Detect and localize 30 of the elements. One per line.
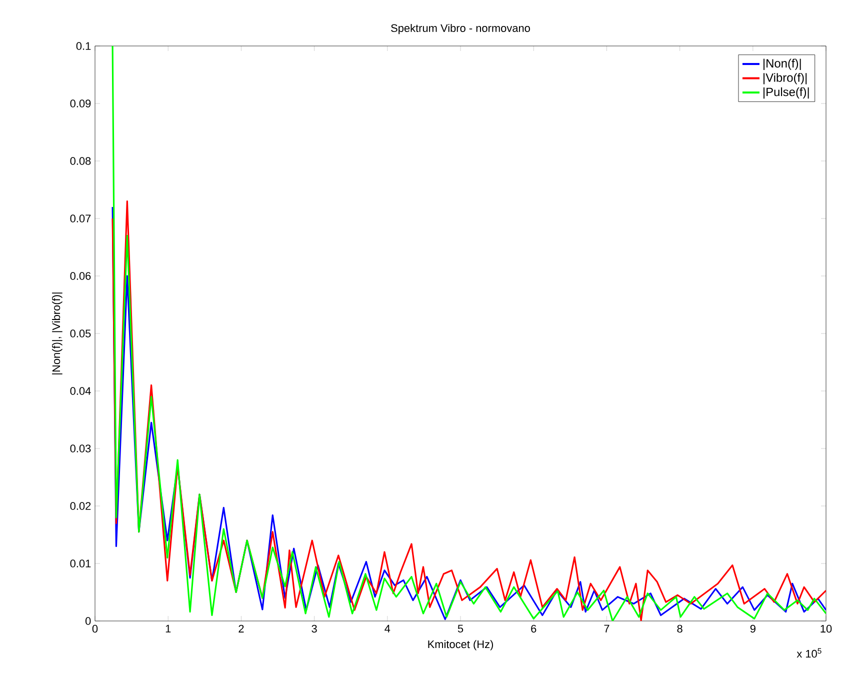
y-tick-label: 0.04 bbox=[70, 387, 91, 395]
x-tick-label: 4 bbox=[384, 624, 390, 632]
y-tick-label: 0.07 bbox=[70, 214, 91, 222]
x-tick-label: 2 bbox=[238, 624, 244, 632]
chart-title: Spektrum Vibro - normovano bbox=[391, 24, 530, 34]
y-tick-label: 0.1 bbox=[76, 42, 91, 50]
y-tick-label: 0.02 bbox=[70, 502, 91, 510]
x-tick-label: 7 bbox=[604, 624, 610, 632]
x-axis-title: Kmitocet (Hz) bbox=[428, 640, 493, 650]
y-tick-label: 0.06 bbox=[70, 272, 91, 280]
text: x 10$^{5}$ bbox=[796, 648, 822, 658]
y-tick-label: 0.08 bbox=[70, 157, 91, 165]
line-series bbox=[112, 46, 826, 621]
x-tick-label: 5 bbox=[458, 624, 464, 632]
legend-label: |Non(f)| bbox=[764, 58, 801, 70]
x-tick-label: 0 bbox=[92, 624, 98, 633]
x-tick-label: 1 bbox=[166, 624, 171, 632]
y-tick-label: 0.03 bbox=[70, 444, 91, 452]
x-tick-label: 3 bbox=[312, 624, 317, 633]
y-tick-label: 0 bbox=[85, 617, 91, 625]
x-tick-label: 10 bbox=[820, 624, 832, 633]
x-tick-label: 6 bbox=[531, 624, 536, 633]
y-tick-label: 0.05 bbox=[70, 330, 91, 338]
legend-label: |Pulse(f)| bbox=[764, 87, 809, 99]
y-tick-label: 0.01 bbox=[70, 560, 91, 568]
x-tick-label: 8 bbox=[677, 624, 682, 633]
x-tick-label: 9 bbox=[750, 624, 756, 633]
legend-label: |Vibro(f)| bbox=[764, 73, 807, 84]
y-tick-label: 0.09 bbox=[70, 100, 91, 108]
y-axis-title: |Non(f)|, |Vibro(f)| bbox=[52, 292, 62, 374]
